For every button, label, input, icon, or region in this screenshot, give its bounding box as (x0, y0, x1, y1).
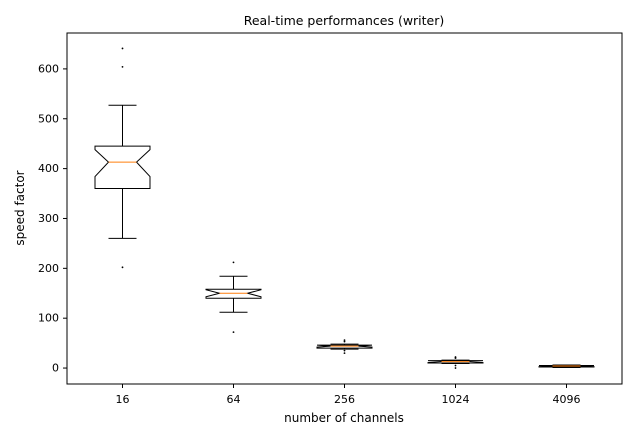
x-tick-label: 1024 (442, 393, 470, 406)
y-tick-label: 500 (38, 112, 59, 125)
flier-point (454, 356, 457, 358)
x-axis: 16 64 256 1024 4096 (116, 384, 581, 406)
flier-point (121, 47, 124, 50)
flier-point (343, 339, 346, 342)
y-axis: 0 100 200 300 400 500 600 (38, 62, 67, 375)
flier-point (121, 266, 124, 269)
x-tick-label: 16 (116, 393, 130, 406)
notched-box (94, 145, 151, 190)
y-axis-label: speed factor (13, 170, 27, 245)
box-group-1024 (427, 356, 484, 369)
axes-frame (66, 32, 623, 385)
box-group-16 (94, 47, 151, 269)
flier-point (232, 261, 235, 264)
flier-point (343, 340, 346, 343)
flier-point (343, 352, 346, 354)
y-tick-label: 600 (38, 62, 59, 75)
flier-point (454, 364, 457, 367)
box-group-64 (205, 261, 262, 334)
y-tick-label: 100 (38, 312, 59, 325)
box-group-256 (316, 339, 373, 354)
y-tick-label: 0 (52, 362, 59, 375)
x-axis-label: number of channels (284, 411, 404, 425)
x-tick-label: 64 (227, 393, 241, 406)
x-tick-label: 256 (334, 393, 355, 406)
chart-title: Real-time performances (writer) (244, 13, 445, 28)
y-tick-label: 400 (38, 162, 59, 175)
flier-point (232, 331, 235, 334)
plot-area (94, 47, 595, 369)
flier-point (454, 367, 457, 369)
y-tick-label: 300 (38, 212, 59, 225)
flier-point (121, 66, 124, 68)
box-group-4096 (538, 364, 595, 369)
y-tick-label: 200 (38, 262, 59, 275)
x-tick-label: 4096 (553, 393, 581, 406)
flier-point (343, 349, 346, 352)
